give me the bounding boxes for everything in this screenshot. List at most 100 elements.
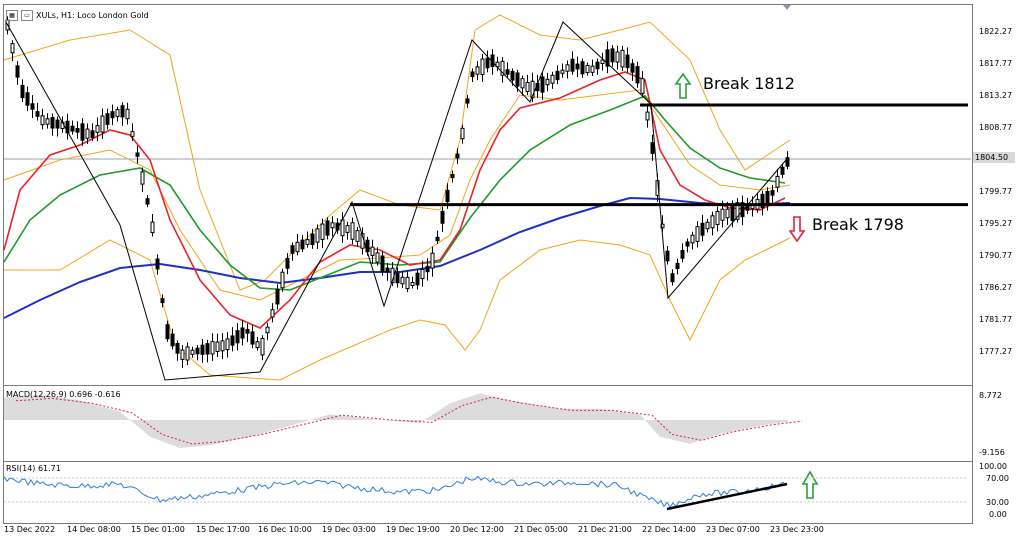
price-tick: 1822.27 [979, 27, 1013, 36]
candle-body [450, 173, 455, 179]
candle-body [505, 69, 510, 75]
bollinger-middle-band [3, 89, 791, 301]
candle-body [205, 343, 210, 355]
candle-body [55, 119, 60, 129]
candle-body [625, 54, 630, 69]
candle-body [695, 226, 700, 242]
candle-body [190, 349, 195, 355]
candle-body [40, 115, 45, 126]
candle-body [280, 271, 285, 289]
candle-body [425, 265, 430, 273]
candle-body [630, 63, 635, 73]
candle-body [20, 84, 25, 99]
candle-body [680, 249, 685, 259]
candle-body [185, 346, 190, 361]
candle-body [670, 273, 675, 283]
up-arrow-icon [674, 72, 692, 99]
time-tick: 14 Dec 08:00 [67, 525, 121, 534]
candle-body [255, 341, 260, 349]
candle-body [415, 272, 420, 286]
candle-body [380, 255, 385, 272]
candle-body [285, 257, 290, 269]
candle-body [105, 113, 110, 125]
rsi-scale-tick: 0.00 [989, 510, 1007, 519]
candle-body [110, 111, 115, 119]
candle-body [295, 241, 300, 253]
candle-body [475, 66, 480, 75]
candle-body [460, 127, 465, 140]
chart-grid-icon[interactable]: ▦ [6, 10, 18, 21]
candle-body [375, 252, 380, 263]
candle-body [310, 233, 315, 246]
candle-body [640, 78, 645, 94]
candle-body [330, 222, 335, 229]
macd-scale-top: 8.772 [979, 391, 1002, 400]
candle-body [660, 223, 665, 229]
time-tick: 13 Dec 2022 [4, 525, 56, 534]
candle-body [160, 298, 165, 304]
time-tick: 22 Dec 14:00 [642, 525, 696, 534]
rsi-scale-tick: 100.00 [979, 462, 1007, 471]
candle-body [715, 211, 720, 225]
candle-body [400, 276, 405, 285]
price-scale[interactable]: 1822.27 1817.77 1813.27 1808.77 1799.77 … [972, 4, 1020, 522]
price-tick: 1777.27 [979, 347, 1013, 356]
candle-body [315, 228, 320, 243]
candle-body [720, 208, 725, 221]
time-tick: 20 Dec 12:00 [450, 525, 504, 534]
candle-body [610, 48, 615, 63]
candle-body [405, 276, 410, 290]
candle-body [170, 333, 175, 347]
candle-body [540, 76, 545, 93]
candle-body [410, 281, 415, 287]
candle-body [515, 72, 520, 87]
candle-body [600, 59, 605, 64]
candle-body [580, 61, 585, 75]
candle-body [760, 193, 765, 209]
candle-body [395, 272, 400, 284]
price-tick: 1808.77 [979, 123, 1013, 132]
price-tick: 1813.27 [979, 91, 1013, 100]
candle-body [240, 327, 245, 339]
candle-body [150, 221, 155, 234]
candle-body [100, 115, 105, 133]
time-tick: 21 Dec 05:00 [514, 525, 568, 534]
candle-body [470, 71, 475, 78]
rsi-scale-tick: 30.00 [986, 498, 1009, 507]
candle-body [520, 78, 525, 89]
time-tick: 19 Dec 19:00 [386, 525, 440, 534]
pane-separator-rsi[interactable] [4, 461, 972, 462]
candle-body [590, 65, 595, 73]
candle-body [130, 131, 135, 137]
candle-body [370, 246, 375, 256]
current-price-tag: 1804.50 [973, 152, 1015, 163]
candle-body [305, 239, 310, 245]
price-tick: 1817.77 [979, 59, 1013, 68]
candle-body [480, 58, 485, 75]
rsi-up-arrow-icon [801, 470, 819, 499]
candle-body [125, 108, 130, 120]
candle-body [220, 340, 225, 352]
candle-body [145, 198, 150, 205]
candle-body [595, 61, 600, 70]
candle-body [265, 326, 270, 334]
pane-separator-macd[interactable] [4, 385, 972, 386]
candle-body [175, 342, 180, 354]
candle-body [30, 103, 35, 110]
candle-body [250, 331, 255, 345]
candle-body [65, 120, 70, 134]
window-icon[interactable]: ▭ [21, 10, 33, 21]
candle-body [560, 69, 565, 74]
candle-body [645, 111, 650, 121]
candle-body [685, 241, 690, 247]
ema-mid-line [3, 95, 786, 291]
rsi-scale-tick: 70.00 [986, 474, 1009, 483]
candle-body [155, 258, 160, 270]
candle-body [485, 57, 490, 69]
candle-body [275, 288, 280, 305]
ema-slow-line [3, 196, 791, 319]
candle-body [665, 250, 670, 262]
macd-title: MACD(12,26,9) 0.696 -0.616 [6, 390, 121, 399]
candle-body [245, 328, 250, 334]
